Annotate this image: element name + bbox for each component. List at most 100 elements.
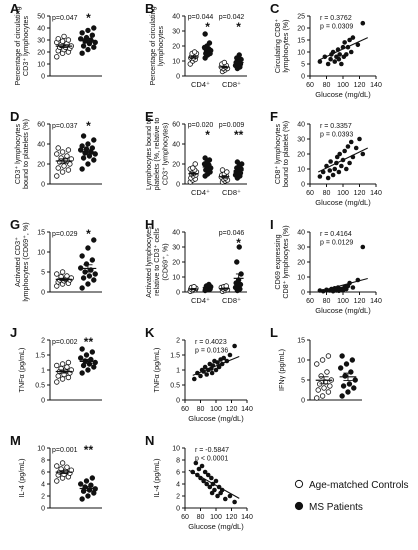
y-tick-label: 15 [37, 230, 45, 237]
data-point [339, 353, 345, 359]
y-axis-label: CD69 expressingCD8⁺ lymphocytes (%) [273, 225, 290, 298]
stat-label: p = 0.0129 [320, 240, 353, 247]
data-point [215, 360, 220, 365]
data-point [328, 159, 333, 164]
data-point [348, 49, 354, 55]
data-point [59, 361, 66, 367]
data-point [317, 174, 323, 179]
p-value-label: p=0.046 [219, 230, 245, 237]
panel-g: G 0 5 10 15 Activated CD3⁺lymphocytes (CD69⁺,… [10, 217, 102, 302]
x-tick-label: 100 [210, 406, 222, 413]
data-point [219, 487, 225, 493]
y-tick-label: 30 [172, 29, 180, 36]
x-tick-label: 120 [226, 514, 238, 521]
y-axis-label: TNFα (pg/mL) [17, 348, 26, 393]
x-tick-label: 140 [370, 298, 382, 305]
data-point [204, 481, 209, 487]
data-point [198, 373, 203, 379]
y-tick-label: 40 [297, 230, 305, 237]
data-point [79, 50, 85, 56]
data-point [314, 361, 320, 367]
data-point [79, 166, 85, 172]
y-axis-label: Lymphocytes bound toplatelets (%, relati… [144, 118, 169, 191]
data-point [337, 151, 343, 157]
x-tick-label: 60 [306, 82, 314, 89]
panel-letter: J [10, 325, 17, 340]
y-axis-label: CD3⁺ lymphocytesbound to platelets (%) [13, 119, 30, 189]
data-point [80, 275, 87, 281]
significance-stars: * [205, 20, 210, 34]
y-tick-label: 5 [41, 270, 45, 277]
panel-letter: F [270, 109, 278, 124]
data-point [204, 372, 209, 377]
data-point [324, 369, 330, 375]
y-tick-label: 50 [37, 14, 45, 21]
panel-letter: D [10, 109, 19, 124]
data-point [320, 169, 326, 175]
data-point [213, 367, 219, 373]
data-point [79, 253, 85, 259]
y-tick-label: 40 [37, 26, 45, 33]
data-point [54, 478, 60, 484]
x-tick-label: 140 [370, 190, 382, 197]
stat-label: p < 0.0001 [195, 456, 228, 463]
data-point [54, 54, 60, 60]
data-point [327, 168, 333, 173]
y-tick-label: 0 [41, 398, 45, 405]
y-tick-label: 0 [301, 182, 305, 189]
y-tick-label: 10 [297, 275, 305, 282]
data-point [89, 349, 96, 355]
x-tick-label: 80 [323, 82, 331, 89]
y-tick-label: 0 [301, 290, 305, 297]
data-point [79, 370, 85, 376]
data-point [191, 49, 198, 55]
data-point [55, 165, 61, 171]
significance-stars: ** [84, 443, 94, 457]
y-tick-label: 0 [41, 506, 45, 513]
panel-letter: C [270, 1, 280, 16]
data-point [223, 496, 228, 502]
y-tick-label: 2 [176, 338, 180, 345]
data-point [83, 352, 90, 358]
y-tick-label: 6 [176, 470, 180, 477]
x-tick-label: CD8⁺ [222, 188, 241, 197]
x-tick-label: 100 [337, 82, 349, 89]
x-tick-label: 140 [241, 514, 253, 521]
x-axis-label: Glucose (mg/dL) [315, 306, 371, 315]
data-point [80, 155, 87, 161]
data-point [325, 175, 331, 181]
data-point [65, 359, 72, 366]
data-point [64, 273, 70, 279]
y-tick-label: 10 [297, 167, 305, 174]
y-tick-label: 1 [41, 368, 45, 375]
y-tick-label: 4 [41, 482, 45, 489]
data-point [339, 61, 344, 67]
y-tick-label: 20 [172, 260, 180, 267]
y-axis-label: IFNγ (pg/mL) [277, 349, 286, 391]
data-point [54, 173, 60, 179]
x-tick-label: 80 [323, 298, 331, 305]
stat-label: r = 0.3762 [320, 15, 352, 22]
stat-label: r = 0.4023 [195, 339, 227, 346]
y-tick-label: 40 [37, 142, 45, 149]
data-point [342, 373, 348, 379]
regression-line [192, 355, 240, 376]
legend: Age-matched Controls MS Patients [294, 479, 409, 513]
data-point [85, 27, 91, 34]
significance-stars: * [236, 20, 241, 34]
x-tick-label: 60 [181, 406, 189, 413]
y-axis-label: IL-4 (pg/mL) [17, 458, 26, 497]
x-tick-label: 60 [306, 190, 314, 197]
data-point [65, 167, 72, 173]
y-tick-label: 30 [172, 245, 180, 252]
data-point [91, 44, 97, 50]
data-point [339, 393, 345, 399]
data-point [219, 167, 226, 173]
y-tick-label: 8 [41, 458, 45, 465]
y-axis-label: Activated lymphocytesrelative to CD3⁺ ce… [144, 226, 169, 298]
y-axis-label: TNFα (pg/mL) [152, 348, 161, 393]
data-point [342, 40, 347, 45]
